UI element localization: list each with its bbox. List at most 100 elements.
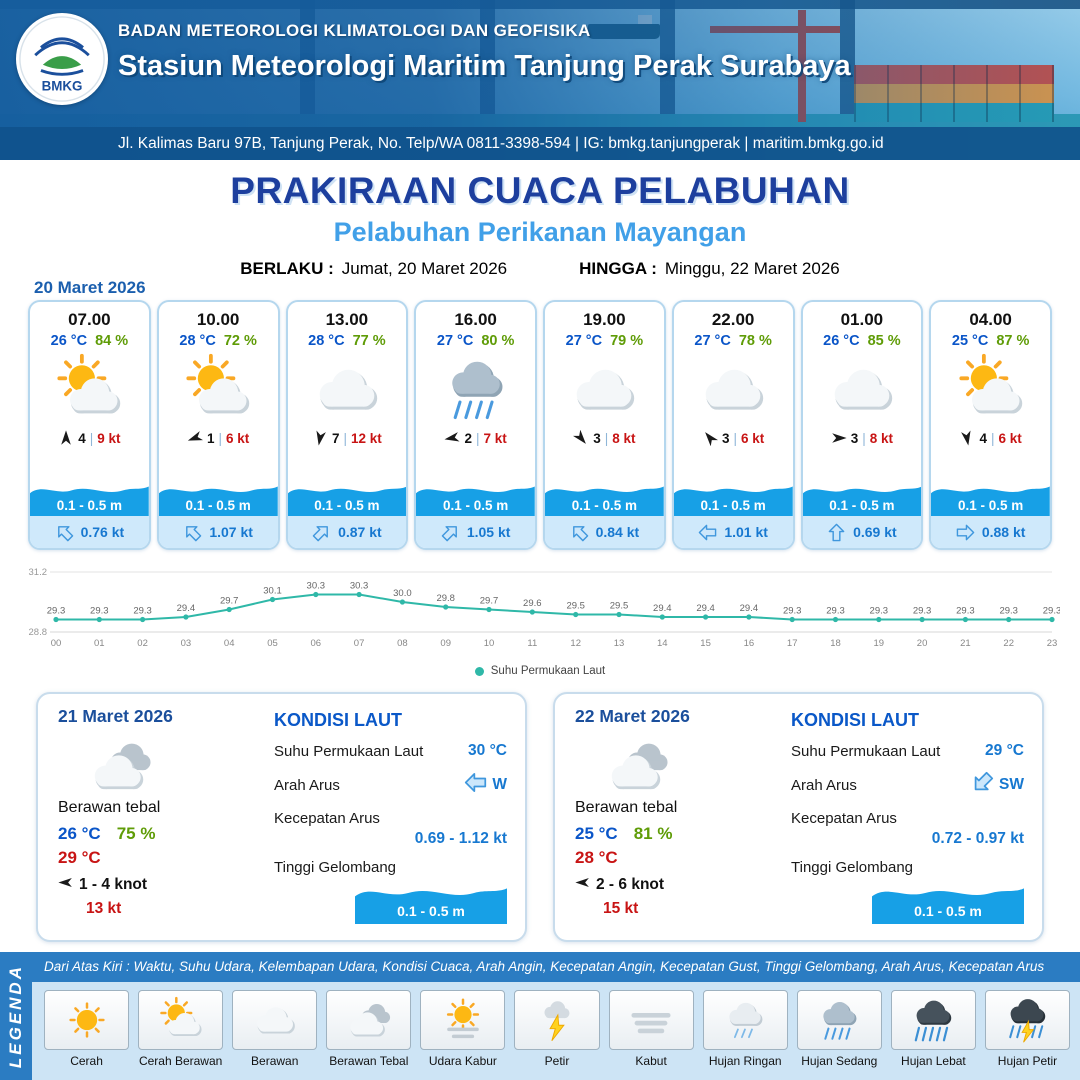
legend-item: Hujan Sedang (796, 990, 882, 1068)
sst-label: Suhu Permukaan Laut (274, 742, 424, 760)
wind-info: 3 | 8 kt (573, 427, 636, 449)
legend-icon-box (232, 990, 318, 1050)
daily-weather-column: 21 Maret 2026 Berawan tebal 26 °C 75 % 29… (58, 706, 258, 928)
legend-label: Hujan Ringan (708, 1054, 782, 1068)
current-direction-arrow (699, 524, 717, 540)
title-block: PRAKIRAAN CUACA PELABUHAN Pelabuhan Peri… (0, 170, 1080, 279)
wave-shape-icon (355, 888, 507, 924)
current-dir-label: Arah Arus (274, 776, 340, 794)
wave-height-band: 0.1 - 0.5 m (416, 478, 535, 516)
wave-shape-icon (872, 888, 1024, 924)
wave-height-band: 0.1 - 0.5 m (158, 478, 278, 516)
valid-until-label: HINGGA : (579, 259, 657, 278)
daily-temp-min: 26 °C (58, 824, 101, 843)
daily-summary-row: 21 Maret 2026 Berawan tebal 26 °C 75 % 29… (36, 692, 1044, 942)
current-speed-value: 0.69 - 1.12 kt (414, 830, 507, 847)
legend-item: Udara Kabur (420, 990, 506, 1068)
svg-text:23: 23 (1047, 638, 1058, 649)
temp-humidity: 27 °C 80 % (437, 333, 515, 349)
berawan-icon (319, 369, 378, 410)
air-temp: 27 °C (565, 333, 603, 349)
daily-weather-column: 22 Maret 2026 Berawan tebal 25 °C 81 % 28… (575, 706, 775, 928)
svg-text:29.3: 29.3 (870, 606, 889, 617)
daily-temp-max: 28 °C (575, 848, 618, 867)
daily-wind-arrow (58, 875, 73, 895)
current-direction-arrow (441, 525, 457, 541)
berawan-tebal-icon (611, 743, 668, 790)
current-speed-value: 0.72 - 0.97 kt (931, 830, 1024, 847)
legend-icon-box (326, 990, 412, 1050)
humidity: 78 % (738, 333, 772, 349)
kabut-icon (631, 1012, 671, 1034)
temp-humidity: 27 °C 78 % (694, 333, 772, 349)
legend-section: LEGENDA Dari Atas Kiri : Waktu, Suhu Uda… (0, 952, 1080, 1080)
wind-info: 4 | 6 kt (959, 427, 1022, 449)
gust-speed: 6 kt (741, 430, 765, 446)
gust-speed: 12 kt (351, 430, 382, 446)
wave-shape-icon (287, 486, 407, 516)
svg-text:01: 01 (94, 638, 105, 649)
wave-height-value: 0.1 - 0.5 m (957, 498, 1024, 513)
current-direction-arrow (186, 525, 202, 541)
svg-text:05: 05 (267, 638, 278, 649)
legend-dot-icon (474, 666, 484, 676)
humidity: 84 % (95, 333, 129, 349)
page-title: PRAKIRAAN CUACA PELABUHAN (230, 170, 850, 211)
forecast-card: 19.00 27 °C 79 % 3 | 8 kt 0.1 - 0.5 m 0.84 … (543, 300, 666, 550)
daily-wind-range: 2 - 6 knot (596, 876, 665, 893)
daily-condition: Berawan tebal (575, 799, 678, 816)
berawan-icon (256, 1007, 295, 1034)
svg-text:29.5: 29.5 (566, 601, 585, 612)
wave-height-value: 0.1 - 0.5 m (314, 498, 380, 513)
wave-height-label: Tinggi Gelombang (791, 859, 914, 876)
wave-shape-icon (802, 486, 922, 516)
hujan-ringan-icon (729, 1002, 763, 1039)
cerah-icon (68, 1002, 105, 1038)
humidity: 85 % (867, 333, 901, 349)
current-info: 1.01 kt (673, 516, 793, 548)
humidity: 79 % (610, 333, 644, 349)
daily-temp-min: 25 °C (575, 824, 618, 843)
daily-wave-value: 0.1 - 0.5 m (397, 903, 465, 919)
svg-text:29.3: 29.3 (783, 606, 802, 617)
wave-shape (355, 878, 507, 924)
station-address: Jl. Kalimas Baru 97B, Tanjung Perak, No.… (0, 127, 1080, 160)
validity-line: BERLAKU : Jumat, 20 Maret 2026 HINGGA : Min… (0, 259, 1080, 279)
forecast-card: 10.00 28 °C 72 % 1 | 6 kt 0.1 - 0.5 m 1.07 … (156, 300, 280, 550)
legend-item: Berawan Tebal (326, 990, 412, 1068)
legend-label: Udara Kabur (428, 1054, 497, 1068)
wave-height-value: 0.1 - 0.5 m (56, 498, 123, 513)
wave-height-band: 0.1 - 0.5 m (931, 478, 1050, 516)
wind-direction-arrow (575, 878, 589, 887)
legend-item: Hujan Lebat (890, 990, 976, 1068)
wave-shape-icon (30, 486, 149, 516)
weather-icon-wrap (309, 351, 385, 427)
legend-label: Hujan Petir (997, 1054, 1058, 1068)
wind-info: 7 | 12 kt (312, 427, 382, 449)
daily-condition: Berawan tebal (58, 799, 161, 816)
legend-label: Berawan (251, 1054, 299, 1068)
temp-humidity: 28 °C 72 % (179, 333, 257, 349)
daily-humidity: 75 % (116, 824, 156, 843)
weather-icon-wrap (566, 351, 642, 427)
legend-icon-box (608, 990, 694, 1050)
svg-text:29.3: 29.3 (999, 606, 1018, 617)
temp-humidity: 28 °C 77 % (308, 333, 386, 349)
wind-speed: 2 (464, 430, 472, 446)
svg-text:BMKG: BMKG (42, 79, 83, 94)
hujan-sedang-icon (823, 1002, 857, 1040)
wind-speed: 3 (721, 430, 730, 446)
svg-text:30.1: 30.1 (263, 586, 282, 597)
forecast-date-label: 20 Maret 2026 (34, 278, 146, 297)
legend-item: Berawan (232, 990, 318, 1068)
daily-gust: 15 kt (603, 900, 639, 917)
svg-text:10: 10 (484, 638, 495, 649)
current-speed-label: Kecepatan Arus (791, 810, 897, 827)
legend-icon-box (796, 990, 882, 1050)
current-speed: 0.69 kt (853, 524, 897, 540)
svg-text:29.4: 29.4 (740, 603, 759, 614)
gust-speed: 9 kt (97, 430, 121, 446)
legend-icon-box (420, 990, 506, 1050)
current-speed: 0.87 kt (338, 524, 382, 540)
gust-speed: 8 kt (869, 430, 894, 446)
